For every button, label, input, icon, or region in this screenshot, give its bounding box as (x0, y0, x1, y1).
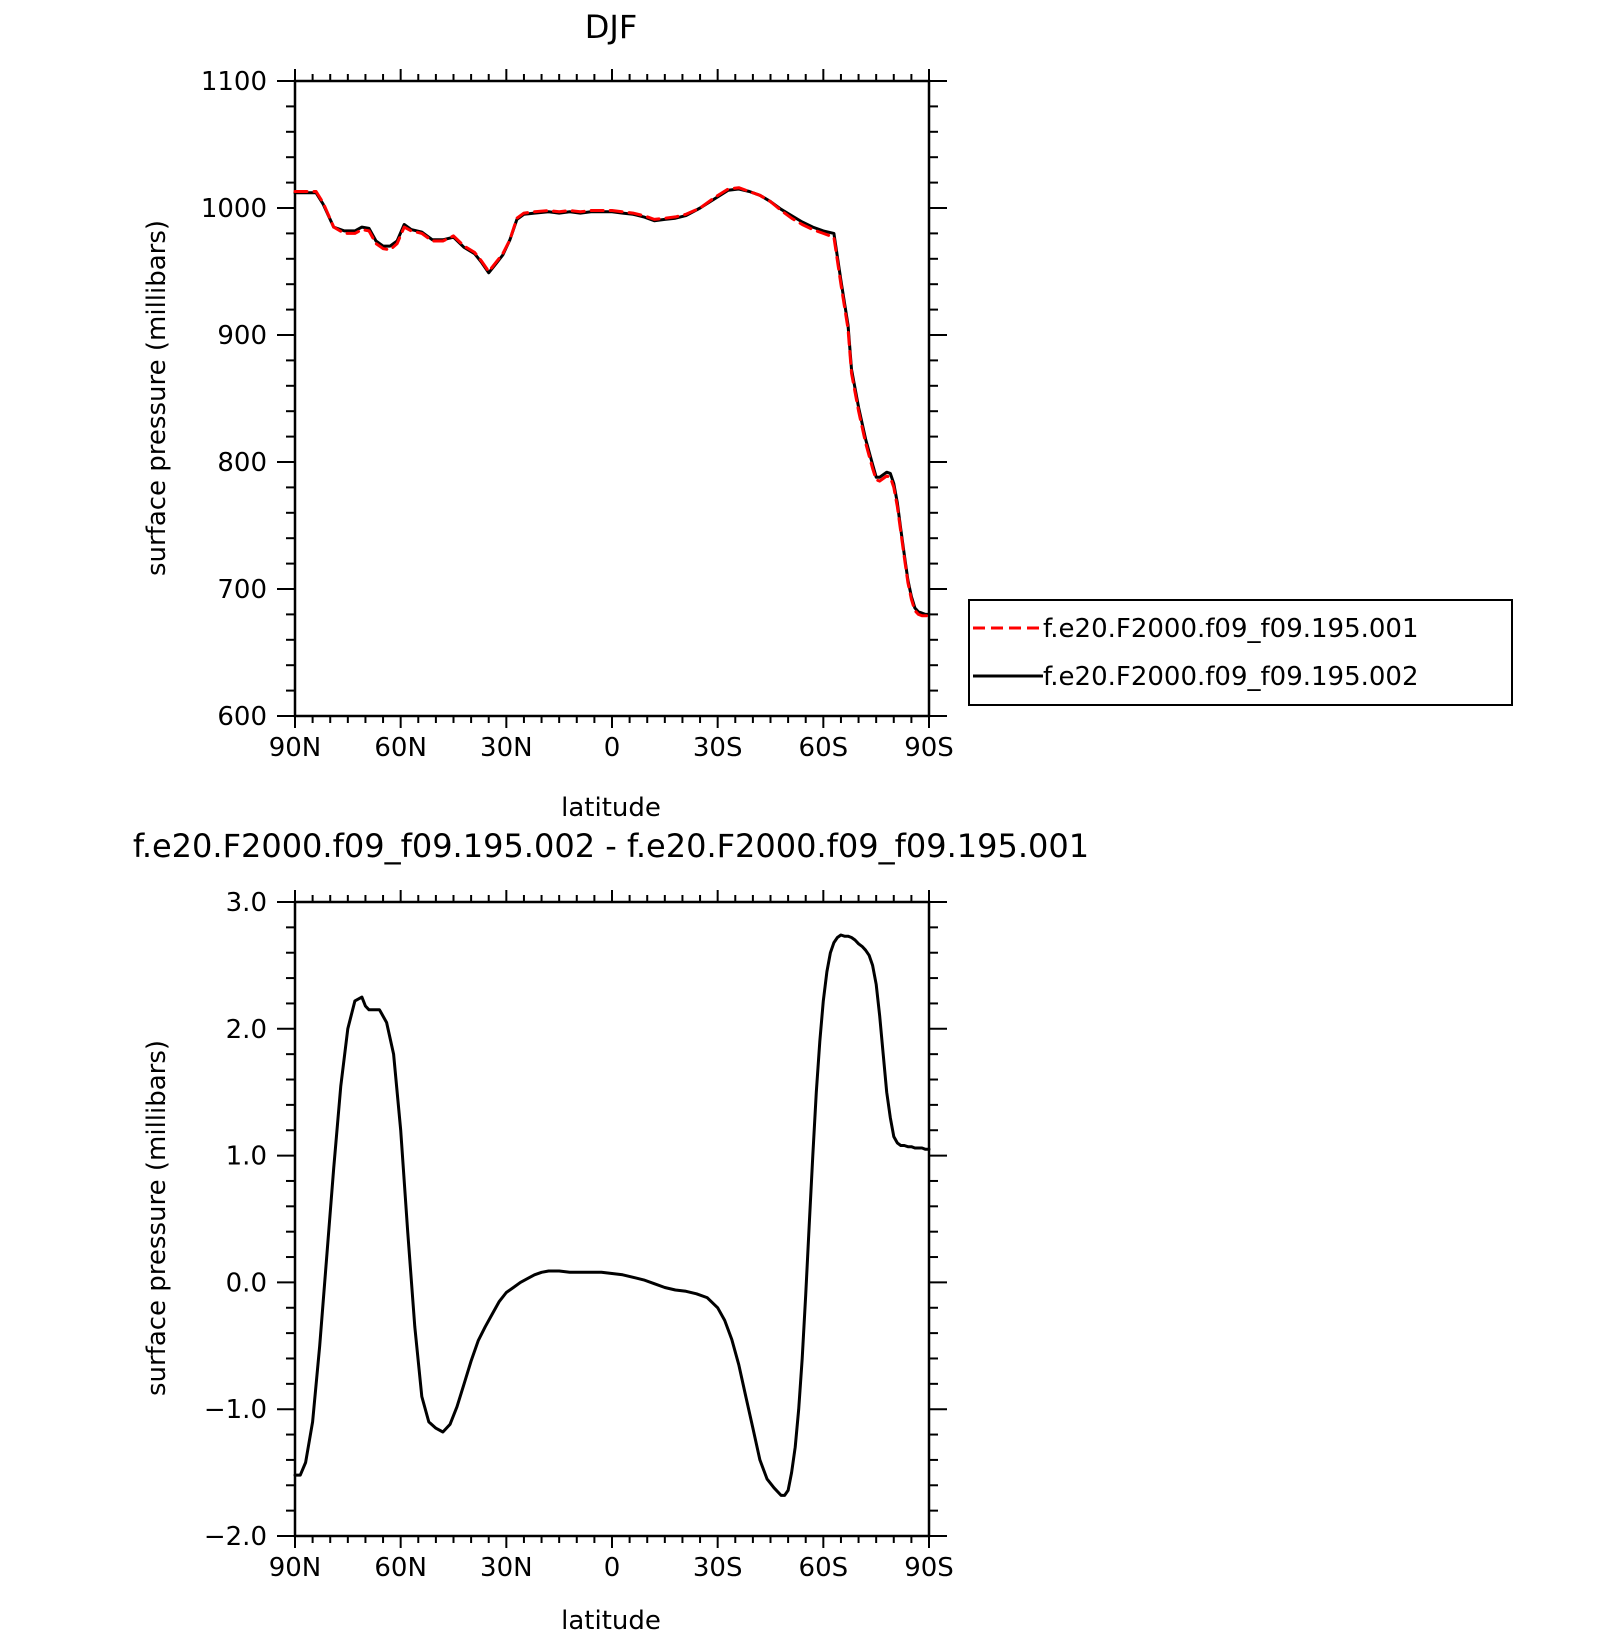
bottom-x-tick-label: 30S (693, 1553, 743, 1583)
bottom-x-tick-label: 60S (799, 1553, 849, 1583)
bottom-y-axis-label: surface pressure (millibars) (142, 1040, 172, 1396)
legend-label-002: f.e20.F2000.f09_f09.195.002 (1043, 662, 1419, 692)
bottom-y-tick-label: 3.0 (226, 888, 267, 918)
bottom-y-tick-label: 2.0 (226, 1015, 267, 1045)
top-x-tick-label: 90S (904, 733, 954, 763)
top-series-line-2 (293, 187, 931, 616)
bottom-y-tick-label: 0.0 (226, 1268, 267, 1298)
top-x-tick-label: 0 (604, 733, 621, 763)
top-plot-frame (293, 79, 931, 718)
top-y-tick-label: 1100 (201, 67, 267, 97)
legend: f.e20.F2000.f09_f09.195.001 f.e20.F2000.… (968, 599, 1513, 706)
bottom-y-tick-label: −2.0 (204, 1522, 267, 1552)
bottom-plot-frame (293, 900, 931, 1538)
top-x-tick-label: 60N (374, 733, 427, 763)
legend-box (968, 599, 1513, 706)
top-chart-title: DJF (585, 8, 637, 46)
top-x-axis-label: latitude (561, 793, 661, 823)
top-x-tick-label: 30N (480, 733, 533, 763)
legend-label-001: f.e20.F2000.f09_f09.195.001 (1043, 614, 1419, 644)
top-x-tick-label: 60S (799, 733, 849, 763)
top-panel: DJF 90N 60N 30N 0 30S 60S 90S 600 700 800 900 1000 1… (142, 8, 1513, 823)
top-x-tick-label: 90N (269, 733, 322, 763)
top-plot-area: 90N 60N 30N 0 30S 60S 90S 600 700 800 900 1000 1100 (201, 67, 954, 763)
bottom-x-tick-label: 60N (374, 1553, 427, 1583)
top-y-tick-label: 800 (217, 448, 267, 478)
top-y-axis-label: surface pressure (millibars) (142, 220, 172, 576)
bottom-x-tick-label: 0 (604, 1553, 621, 1583)
bottom-x-axis-label: latitude (561, 1606, 661, 1635)
bottom-x-tick-label: 90N (269, 1553, 322, 1583)
top-y-tick-label: 600 (217, 702, 267, 732)
top-series-line-1 (293, 186, 931, 618)
bottom-series-line-1 (293, 933, 931, 1497)
bottom-panel: f.e20.F2000.f09_f09.195.002 - f.e20.F200… (133, 827, 1089, 1635)
bottom-x-tick-label: 30N (480, 1553, 533, 1583)
top-y-tick-label: 900 (217, 321, 267, 351)
bottom-y-tick-label: 1.0 (226, 1142, 267, 1172)
bottom-plot-area: 90N 60N 30N 0 30S 60S 90S −2.0 −1.0 0.0 1.0 2.0 3.0 (204, 888, 954, 1583)
top-y-tick-label: 700 (217, 575, 267, 605)
bottom-chart-title: f.e20.F2000.f09_f09.195.002 - f.e20.F200… (133, 827, 1089, 865)
top-y-tick-label: 1000 (201, 194, 267, 224)
bottom-x-tick-label: 90S (904, 1553, 954, 1583)
bottom-y-tick-label: −1.0 (204, 1395, 267, 1425)
top-x-tick-label: 30S (693, 733, 743, 763)
